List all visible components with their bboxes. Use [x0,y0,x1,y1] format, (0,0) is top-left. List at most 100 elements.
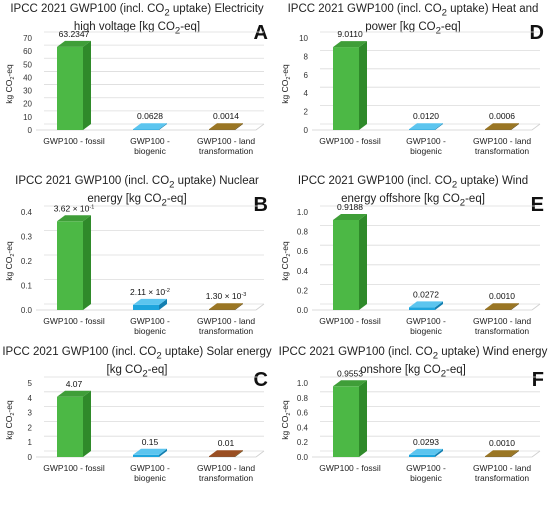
x-category-label: GWP100 -biogenic [406,316,446,336]
bar-biogenic [409,448,443,457]
bar-side [511,123,519,130]
chart-title: IPCC 2021 GWP100 (incl. CO2 uptake) Wind… [297,175,529,209]
data-label: 0.01 [218,438,235,448]
bar-top [409,301,443,308]
panel-letter: F [531,369,544,391]
bar-front [133,129,159,130]
floor-edge [255,450,265,458]
bar-side [159,123,167,130]
x-category-label: GWP100 - fossil [319,463,381,473]
bar-biogenic [133,448,167,457]
data-label: 0.0628 [137,111,163,121]
bar-top [57,40,91,47]
y-tick-label: 1 [28,438,33,447]
chart-title: IPCC 2021 GWP100 (incl. CO2 uptake) Wind… [278,346,548,380]
bar-land-transformation [485,450,519,457]
data-label: 0.0293 [413,437,439,447]
panel-letter: E [530,194,544,216]
y-tick-label: 5 [28,379,33,388]
chart-panel-e: IPCC 2021 GWP100 (incl. CO2 uptake) Wind… [278,174,548,344]
data-label: 4.07 [66,379,83,389]
chart-panel-d: IPCC 2021 GWP100 (incl. CO2 uptake) Heat… [278,2,548,172]
x-category-label: GWP100 -biogenic [130,316,170,336]
bar-fossil [333,213,367,310]
y-tick-label: 0.8 [297,228,309,237]
bar-top [485,450,519,457]
data-label: 0.0010 [489,438,515,448]
bar-front [409,307,435,310]
y-tick-label: 50 [23,60,32,69]
floor-edge [531,123,541,131]
x-category-label: GWP100 - land transformation [197,316,255,336]
bar-front [409,129,435,130]
y-tick-label: 0.2 [297,286,309,295]
x-category-label: GWP100 - land transformation [473,316,531,336]
bar-chart: 0 1 2 3 4 5 kg CO2-eq 4.07 GWP100 - fossil 0.15 GW… [4,376,265,483]
bar-fossil [57,40,91,130]
bar-front [485,309,511,310]
bar-top [57,215,91,222]
y-tick-label: 0.8 [297,394,309,403]
y-tick-label: 40 [23,73,32,82]
bar-top [485,303,519,310]
y-tick-label: 4 [304,89,309,98]
y-tick-label: 0.0 [21,306,33,315]
y-tick-label: 4 [28,394,33,403]
data-label: 9.0110 [337,29,363,39]
y-tick-label: 0 [304,126,309,135]
y-tick-label: 3 [28,409,33,418]
y-axis-label: kg CO2-eq [280,400,292,440]
y-axis-label: kg CO2-eq [4,400,16,440]
x-category-label: GWP100 - land transformation [197,463,255,483]
bar-side [159,298,167,310]
y-tick-label: 70 [23,34,32,43]
bar-biogenic [409,123,443,130]
y-axis-label: kg CO2-eq [280,64,292,104]
bar-fossil [333,41,367,130]
bar-side [159,448,167,457]
floor-edge [531,303,541,311]
bar-side [359,213,367,310]
bar-front [209,456,235,457]
bar-biogenic [133,298,167,310]
chart-panel-c: IPCC 2021 GWP100 (incl. CO2 uptake) Sola… [2,345,272,515]
bar-fossil [57,390,91,457]
bar-front [209,129,235,130]
bar-front [333,386,359,457]
panel-letter: D [529,22,544,44]
bar-chart: 0 10 20 30 40 50 60 70 kg CO2-eq 63.2347 GWP100 - … [4,29,265,156]
data-label: 63.2347 [59,29,90,39]
y-tick-label: 10 [299,34,308,43]
bar-side [359,380,367,457]
bar-front [57,46,83,130]
bar-land-transformation [209,123,243,130]
bar-front [209,309,235,310]
bar-land-transformation [485,123,519,130]
bar-top [209,303,243,310]
bar-land-transformation [209,303,243,310]
y-tick-label: 1.0 [297,208,309,217]
data-label: 0.9188 [337,202,363,212]
x-category-label: GWP100 -biogenic [130,463,170,483]
bar-side [235,303,243,310]
y-tick-label: 0.4 [21,208,33,217]
x-category-label: GWP100 - fossil [319,316,381,326]
bar-chart: 0 2 4 6 8 10 kg CO2-eq 9.0110 GWP100 - fossil 0.0… [280,29,541,156]
bar-front [333,219,359,310]
floor-edge [255,303,265,311]
bar-chart: 0.0 0.1 0.2 0.3 0.4 kg CO2-eq 3.62 × 10-1 GWP10… [4,203,265,336]
y-tick-label: 0.3 [21,233,33,242]
panel-letter: A [253,22,268,44]
chart-title: IPCC 2021 GWP100 (incl. CO2 uptake) Elec… [10,3,264,37]
x-category-label: GWP100 - land transformation [473,136,531,156]
chart-panel-b: IPCC 2021 GWP100 (incl. CO2 uptake) Nucl… [2,174,272,344]
y-tick-label: 0.6 [297,409,309,418]
y-tick-label: 30 [23,87,32,96]
data-label: 0.0010 [489,291,515,301]
data-label: 0.0006 [489,111,515,121]
bar-front [133,454,159,457]
bar-top [133,123,167,130]
floor-edge [255,123,265,131]
bar-front [133,304,159,310]
x-category-label: GWP100 - fossil [43,463,105,473]
